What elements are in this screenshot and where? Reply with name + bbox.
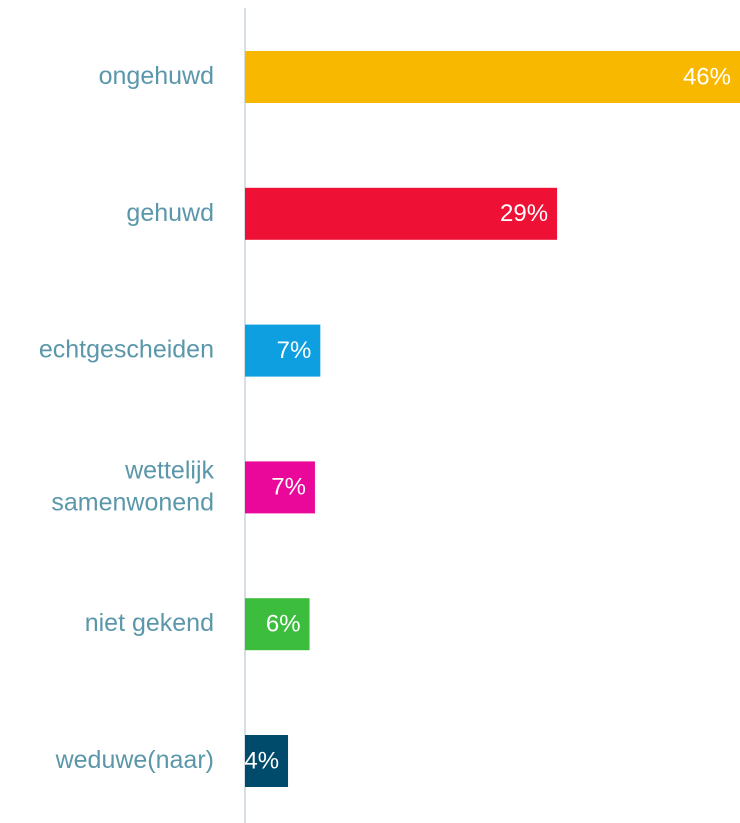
category-line: ongehuwd <box>99 62 214 90</box>
category-label: ongehuwd <box>99 62 214 90</box>
category-label: echtgescheiden <box>39 335 214 363</box>
category-line: wettelijk <box>124 456 214 484</box>
value-label: 6% <box>266 611 301 638</box>
value-label: 7% <box>271 474 306 501</box>
category-line: weduwe(naar) <box>55 746 214 774</box>
category-label: weduwe(naar) <box>55 746 214 774</box>
bar <box>245 51 740 103</box>
category-line: echtgescheiden <box>39 335 214 363</box>
bar <box>245 187 558 240</box>
value-label: 29% <box>500 200 548 227</box>
category-label: wettelijk samenwonend <box>51 456 214 516</box>
bar <box>245 735 289 787</box>
value-label: 7% <box>277 337 312 364</box>
bar <box>245 324 321 377</box>
bar <box>245 598 310 651</box>
category-label: gehuwd <box>126 198 214 226</box>
category-line: gehuwd <box>126 198 214 226</box>
value-label: 4% <box>244 747 279 774</box>
value-label: 46% <box>683 63 731 90</box>
bar <box>245 461 315 514</box>
category-label: niet gekend <box>85 609 214 637</box>
category-line: niet gekend <box>85 609 214 637</box>
category-line: samenwonend <box>51 488 214 516</box>
